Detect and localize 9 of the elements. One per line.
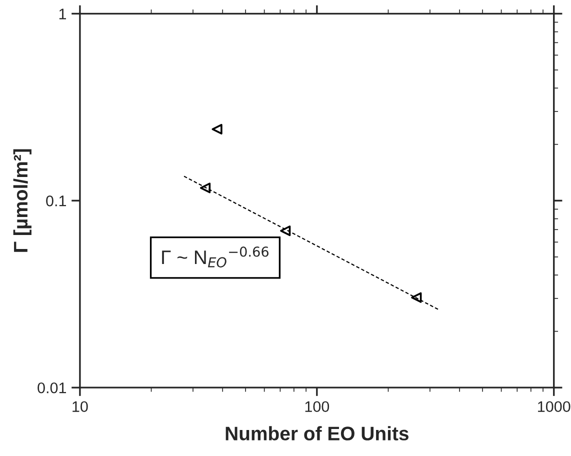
x-tick-label: 100 (305, 401, 330, 412)
x-axis-title: Number of EO Units (226, 426, 408, 440)
x-tick-label: 10 (72, 401, 88, 412)
annotation: Γ ~ N$_{EO}$$^{−0.66}$ (162, 246, 268, 268)
y-tick-label: 1 (59, 8, 66, 20)
y-tick-label: 0.1 (46, 196, 66, 206)
y-tick-label: 0.01 (38, 382, 66, 394)
x-tick-label: 1000 (538, 401, 570, 412)
y-axis-title: Γ [µmol/m²] (13, 149, 32, 252)
